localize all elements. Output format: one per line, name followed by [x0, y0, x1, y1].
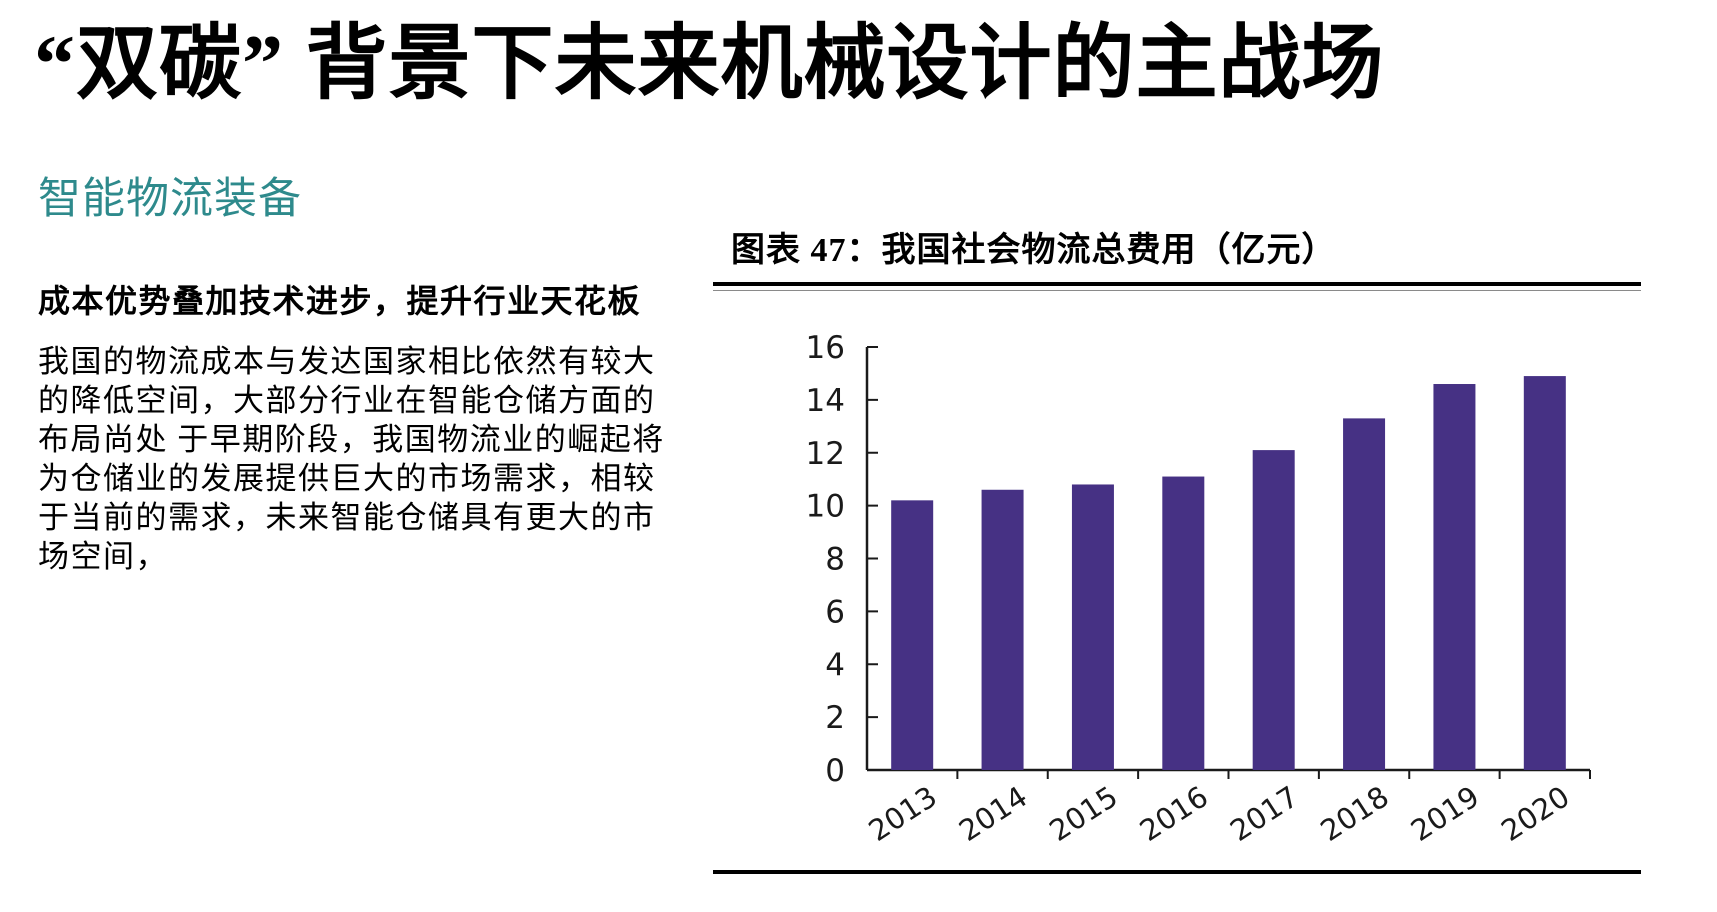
page-title: “双碳” 背景下未来机械设计的主战场: [34, 18, 1385, 109]
bar-2020: [1523, 376, 1566, 770]
section-heading: 智能物流装备: [38, 176, 302, 223]
figure-title-rule: [713, 282, 1641, 291]
y-tick-label: 0: [825, 753, 845, 789]
y-tick-label: 12: [806, 436, 845, 472]
bar-chart: 0 2 4 6 8 10 12 14 16 2013 2014 2015 2016 2017 2018 201…: [806, 330, 1591, 848]
x-tick-label: 2016: [1134, 779, 1214, 848]
body-paragraph: 我国的物流成本与发达国家相比依然有较大 的降低空间，大部分行业在智能仓储方面的 …: [38, 344, 665, 574]
x-tick-label: 2018: [1314, 779, 1394, 848]
x-tick-label: 2020: [1495, 779, 1575, 848]
y-tick-label: 2: [825, 700, 845, 736]
bar-2016: [1162, 476, 1205, 770]
y-tick-label: 8: [825, 542, 845, 578]
bold-subheading: 成本优势叠加技术进步，提升行业天花板: [38, 283, 642, 319]
x-tick-label: 2015: [1043, 779, 1123, 848]
figure-title: 图表 47：我国社会物流总费用（亿元）: [731, 232, 1337, 269]
figure-block: 图表 47：我国社会物流总费用（亿元） 0 2 4 6 8 10 12 14 16 2013 201…: [713, 222, 1641, 892]
bar-2015: [1071, 484, 1114, 770]
bar-2013: [891, 500, 934, 770]
x-tick-label: 2014: [953, 779, 1033, 848]
bar-2017: [1252, 450, 1295, 770]
bar-2019: [1433, 384, 1476, 770]
figure-bottom-rule: [713, 870, 1641, 874]
y-tick-label: 6: [825, 594, 845, 630]
y-tick-label: 10: [806, 489, 845, 525]
y-tick-label: 14: [806, 383, 845, 419]
x-tick-label: 2013: [863, 779, 943, 848]
y-tick-label: 16: [806, 330, 845, 366]
y-tick-label: 4: [825, 647, 845, 683]
x-tick-label: 2019: [1405, 779, 1485, 848]
bar-2018: [1343, 418, 1386, 770]
bar-2014: [981, 489, 1024, 770]
x-tick-label: 2017: [1224, 779, 1304, 848]
